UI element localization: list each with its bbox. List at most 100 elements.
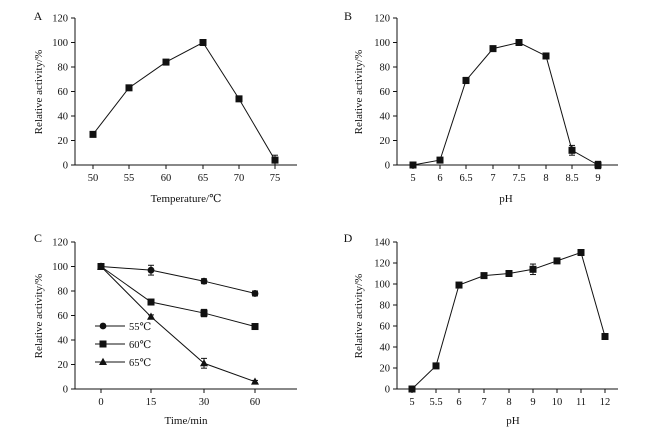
panel-d-x-axis-label: pH bbox=[506, 415, 520, 427]
panel-a-series-0-point bbox=[162, 58, 170, 66]
panel-a-y-tick-label: 120 bbox=[52, 14, 68, 25]
panel-a-series-0-point bbox=[89, 130, 97, 138]
panel-c-legend-marker bbox=[99, 340, 107, 348]
panel-c-letter: C bbox=[34, 231, 42, 245]
panel-d-x-tick-label: 10 bbox=[552, 397, 563, 408]
panel-b-y-tick-label: 60 bbox=[380, 87, 391, 98]
panel-a-x-tick-label: 75 bbox=[270, 173, 281, 184]
panel-a-y-tick-label: 80 bbox=[58, 63, 69, 74]
panel-d-x-tick-label: 12 bbox=[600, 397, 611, 408]
panel-c-x-tick-label: 60 bbox=[250, 397, 261, 408]
panel-d-y-tick-label: 80 bbox=[380, 301, 391, 312]
panel-c-series-1-point bbox=[200, 309, 208, 317]
panel-d-y-tick-label: 20 bbox=[380, 364, 391, 375]
panel-b-series-0-point bbox=[489, 45, 497, 53]
panel-b-letter: B bbox=[344, 9, 352, 23]
panel-d-x-tick-label: 5.5 bbox=[429, 397, 442, 408]
panel-d-letter: D bbox=[344, 231, 353, 245]
panel-b-x-tick-label: 9 bbox=[595, 173, 600, 184]
panel-b-series-0-point bbox=[409, 161, 417, 169]
panel-c-series-0-line bbox=[100, 266, 256, 294]
panel-a-series-0-point bbox=[235, 95, 243, 103]
panel-c-y-tick-label: 60 bbox=[58, 311, 69, 322]
panel-b-y-tick-label: 80 bbox=[380, 63, 391, 74]
panel-c-series-2-point bbox=[147, 312, 155, 320]
panel-c-series-0-point bbox=[251, 290, 259, 297]
panel-a-x-tick-label: 65 bbox=[198, 173, 209, 184]
panel-b-x-tick-label: 6 bbox=[437, 173, 442, 184]
panel-a-x-tick-label: 50 bbox=[88, 173, 99, 184]
panel-a-y-tick-label: 40 bbox=[58, 112, 69, 123]
panel-c-series-1-point bbox=[147, 298, 155, 306]
panel-c-series-1-point bbox=[251, 323, 259, 331]
panel-c-y-tick-label: 120 bbox=[52, 238, 68, 249]
panel-d-series-0-point bbox=[505, 270, 513, 277]
panel-a-letter: A bbox=[34, 9, 43, 23]
panel-c-series-2-line bbox=[100, 266, 256, 383]
panel-d-y-tick-label: 120 bbox=[374, 259, 390, 270]
panel-d-series-0-point bbox=[480, 272, 488, 280]
panel-d-y-tick-label: 40 bbox=[380, 343, 391, 354]
panel-c-y-tick-label: 80 bbox=[58, 287, 69, 298]
panel-c-legend-marker bbox=[99, 357, 107, 365]
panel-d-series-0-point bbox=[408, 385, 416, 393]
panel-c-y-tick-label: 0 bbox=[63, 385, 68, 396]
panel-c-y-tick-label: 40 bbox=[58, 336, 69, 347]
panel-a-x-axis-label: Temperature/℃ bbox=[151, 193, 222, 205]
panel-d-series-0-point bbox=[432, 362, 440, 370]
panel-b-y-axis-label: Relative activity/% bbox=[353, 50, 365, 135]
panel-c-x-tick-label: 15 bbox=[146, 397, 157, 408]
panel-a-y-tick-label: 100 bbox=[52, 38, 68, 49]
panel-d-x-tick-label: 5 bbox=[409, 397, 414, 408]
panel-c-legend-label: 60℃ bbox=[129, 340, 152, 351]
panel-d-y-tick-label: 0 bbox=[385, 385, 390, 396]
panel-c-legend-label: 65℃ bbox=[129, 358, 152, 369]
panel-b-x-tick-label: 5 bbox=[410, 173, 415, 184]
panel-c-x-tick-label: 30 bbox=[199, 397, 210, 408]
panel-c-series-1-line bbox=[100, 266, 256, 328]
panel-b-y-tick-label: 120 bbox=[374, 14, 390, 25]
panel-a-series-0-point bbox=[199, 39, 207, 46]
panel-c-series-0-point bbox=[147, 266, 155, 274]
panel-d-x-tick-label: 6 bbox=[456, 397, 461, 408]
panel-b-x-tick-label: 7 bbox=[490, 173, 495, 184]
panel-b-series-0-point bbox=[542, 52, 550, 60]
panel-a-y-axis-label: Relative activity/% bbox=[33, 50, 45, 135]
panel-b-y-tick-label: 20 bbox=[380, 136, 391, 147]
panel-a-y-tick-label: 60 bbox=[58, 87, 69, 98]
panel-b-series-0-point bbox=[568, 146, 576, 154]
panel-c-y-tick-label: 100 bbox=[52, 262, 68, 273]
panel-b-x-tick-label: 8 bbox=[543, 173, 548, 184]
panel-b-y-tick-label: 40 bbox=[380, 112, 391, 123]
panel-a-series-0-point bbox=[271, 156, 279, 164]
panel-b-x-tick-label: 6.5 bbox=[459, 173, 472, 184]
panel-b-series-0-point bbox=[594, 161, 602, 169]
panel-d-series-0-point bbox=[577, 249, 585, 256]
panel-d-y-tick-label: 140 bbox=[374, 238, 390, 249]
panel-d-y-tick-label: 100 bbox=[374, 280, 390, 291]
panel-b-series-0-point bbox=[462, 76, 470, 84]
panel-b-x-tick-label: 7.5 bbox=[512, 173, 525, 184]
panel-c-y-tick-label: 20 bbox=[58, 360, 69, 371]
panel-b-x-tick-label: 8.5 bbox=[565, 173, 578, 184]
panel-c-series-2-point bbox=[251, 377, 259, 385]
panel-c-legend-label: 55℃ bbox=[129, 322, 152, 333]
panel-c-series-0-point bbox=[200, 277, 208, 285]
panel-d-series-0-point bbox=[553, 257, 561, 265]
panel-b-series-0-point bbox=[436, 156, 444, 164]
panel-b-y-tick-label: 100 bbox=[374, 38, 390, 49]
panel-a-x-tick-label: 55 bbox=[124, 173, 135, 184]
panel-b-series-0-line bbox=[412, 41, 599, 166]
panel-d-y-tick-label: 60 bbox=[380, 322, 391, 333]
panel-d-series-0-point bbox=[529, 265, 537, 273]
panel-c-series-2-point bbox=[97, 262, 105, 270]
panel-a-y-tick-label: 20 bbox=[58, 136, 69, 147]
panel-d-x-tick-label: 7 bbox=[481, 397, 486, 408]
panel-c-x-tick-label: 0 bbox=[98, 397, 103, 408]
panel-b-series-0-point bbox=[515, 39, 523, 46]
panel-c-y-axis-label: Relative activity/% bbox=[33, 274, 45, 359]
panel-a-series-0-point bbox=[125, 84, 133, 92]
panel-a-x-tick-label: 60 bbox=[161, 173, 172, 184]
panel-d-x-tick-label: 9 bbox=[530, 397, 535, 408]
panel-d-y-axis-label: Relative activity/% bbox=[353, 274, 365, 359]
